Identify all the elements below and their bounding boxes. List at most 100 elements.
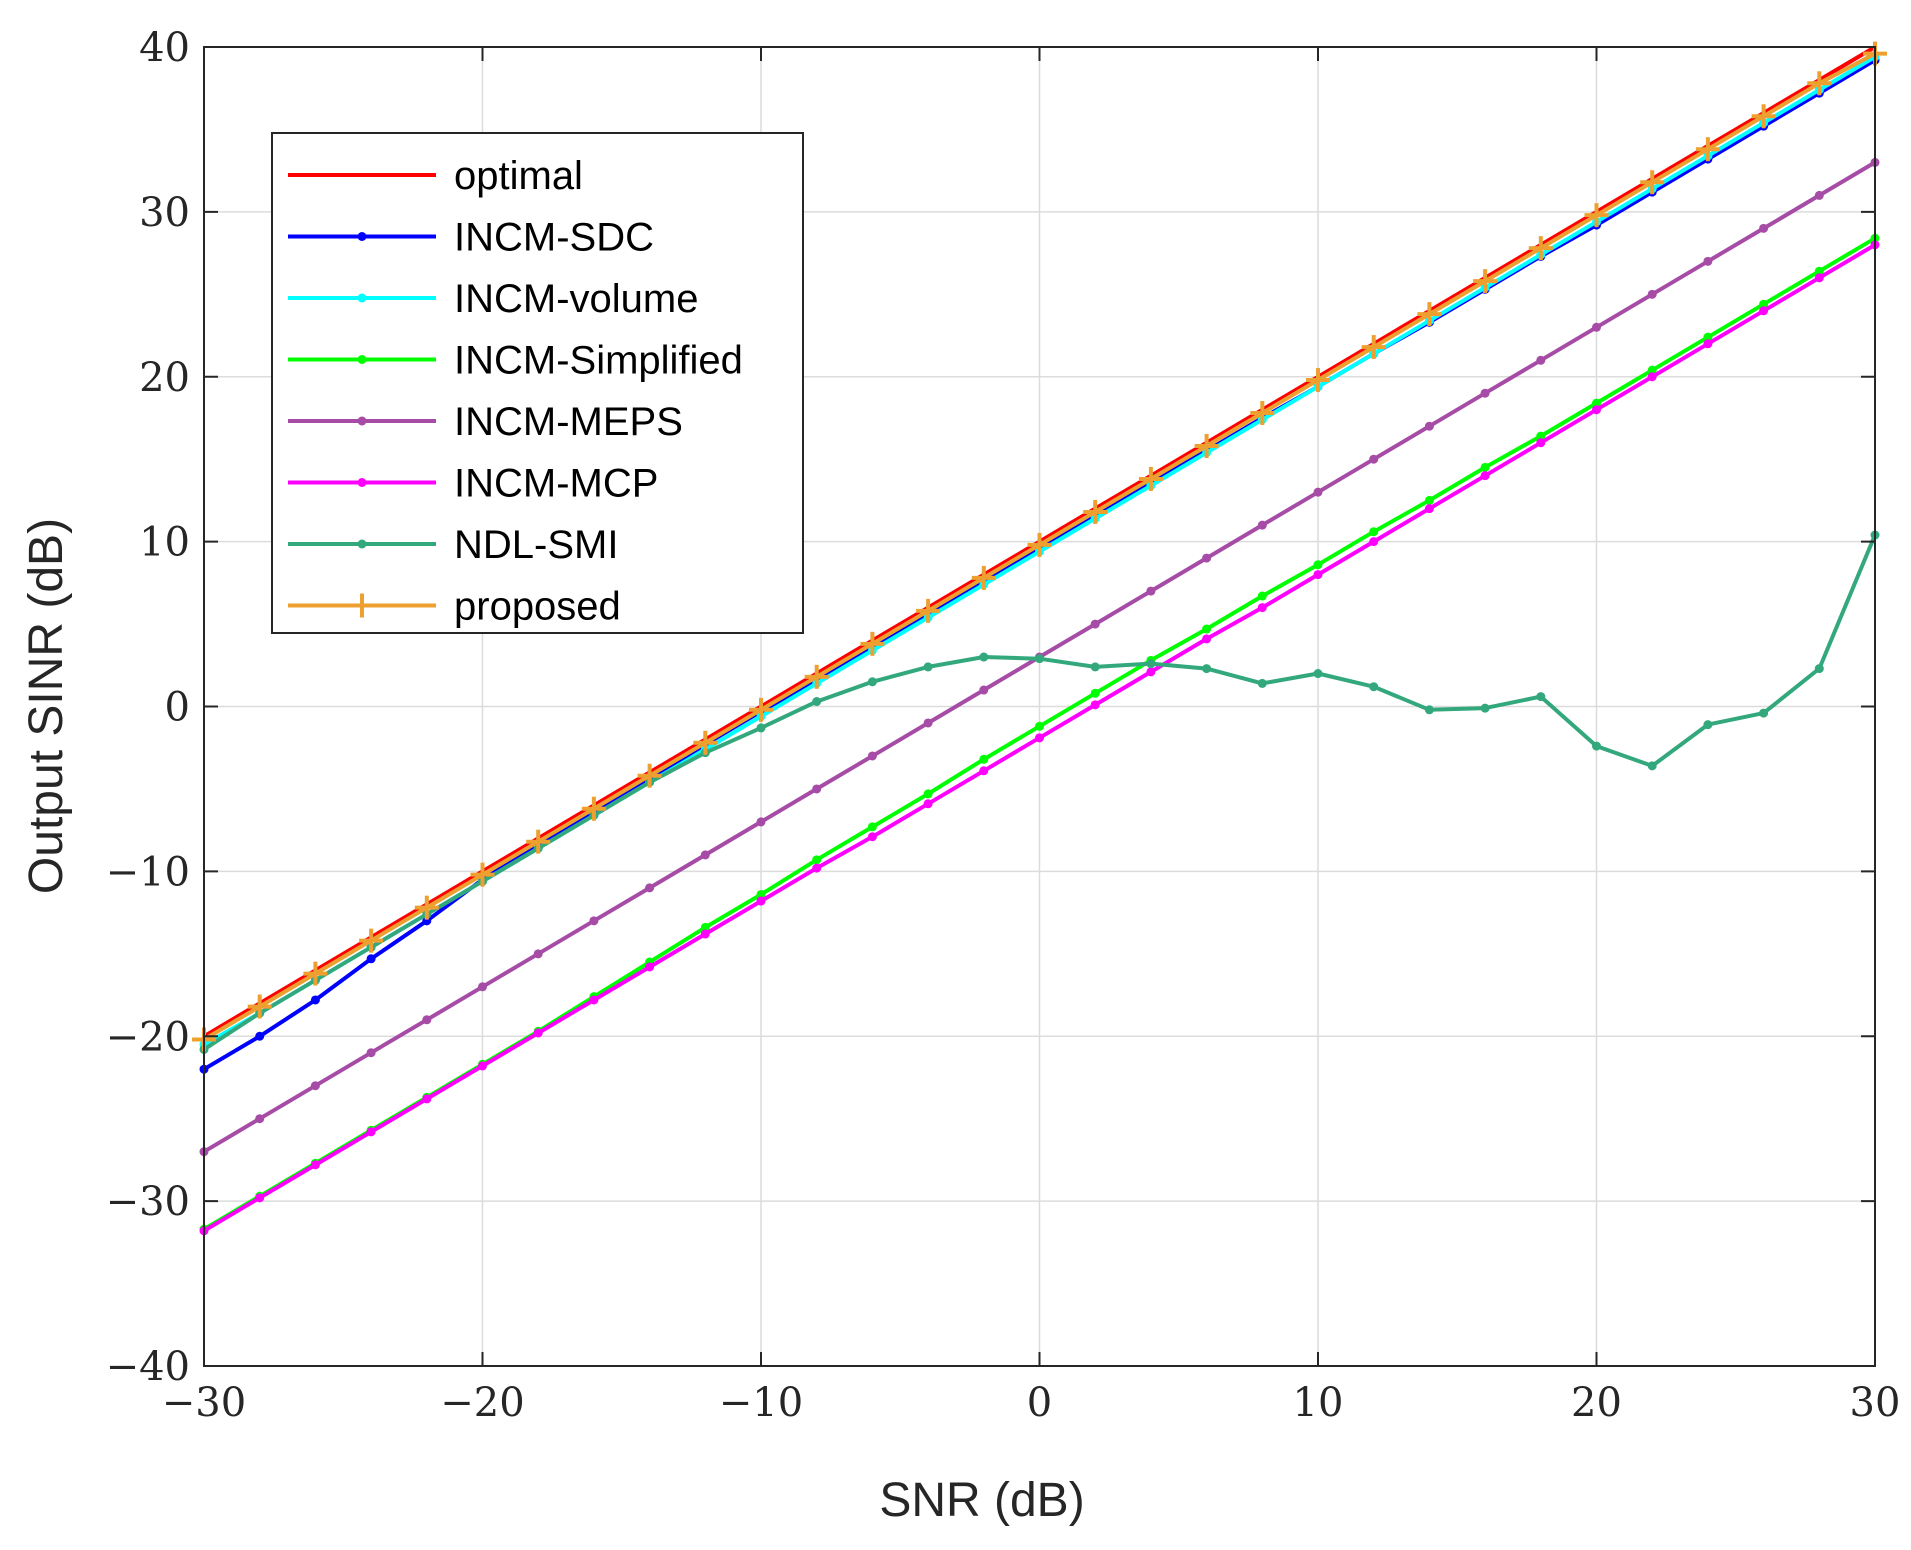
data-point [1703,256,1713,266]
y-tick-label: −30 [106,1179,190,1225]
data-point [1807,71,1832,96]
data-point [1814,664,1824,674]
data-point [1090,619,1100,629]
legend-item-incm-simplified: INCM-Simplified [288,339,743,383]
data-point [749,697,773,722]
data-point [1035,721,1044,731]
data-point [756,889,766,899]
data-point [526,829,551,854]
data-point [1647,365,1657,375]
data-point [1647,372,1657,382]
data-point [1361,335,1386,360]
data-point [1751,104,1776,129]
legend-label: proposed [454,585,621,629]
data-point [637,763,662,788]
data-point [422,916,432,926]
data-point [1759,299,1769,309]
data-point [1536,431,1546,441]
data-point [1369,454,1379,464]
data-point [860,631,885,656]
data-point [1592,322,1601,332]
data-point [1369,527,1379,537]
x-tick-label: 10 [1293,1380,1344,1426]
data-point [812,784,822,794]
y-tick-label: 30 [139,190,190,236]
data-point [255,1193,265,1203]
legend-label: INCM-volume [454,277,698,321]
y-tick-label: 0 [165,685,190,731]
x-tick-label: −30 [162,1380,246,1426]
data-point [533,949,543,959]
y-tick-label: 20 [139,355,190,401]
legend-label: INCM-Simplified [454,339,743,383]
data-point [1592,741,1601,751]
data-point [247,994,272,1019]
data-point [1424,495,1434,505]
data-point [1703,720,1713,730]
data-point [581,796,606,821]
legend-label: INCM-MEPS [454,400,683,444]
data-point [533,1028,543,1038]
data-point [1759,223,1769,233]
data-point [1759,708,1769,718]
data-point [422,1094,432,1104]
data-point [1480,471,1490,481]
data-point [812,855,822,865]
data-point [1480,388,1490,398]
data-point [1703,332,1713,342]
data-point [1369,537,1379,547]
data-point [357,416,367,426]
series-layer [192,41,1887,1236]
data-point [916,598,941,623]
y-tick-label: −10 [106,849,190,895]
data-point [310,995,320,1005]
legend: optimal INCM-SDC INCM-volume INCM-Simplifie… [271,132,804,634]
data-point [366,1048,376,1058]
data-point [804,664,829,689]
data-point [700,929,710,939]
legend-box [271,132,804,634]
data-point [693,730,718,755]
data-point [979,754,989,764]
x-axis-label: SNR (dB) [879,1474,1084,1527]
data-point [756,817,766,827]
data-point [1473,269,1498,294]
data-point [1536,438,1546,448]
data-point [478,1061,487,1071]
data-point [700,850,710,860]
data-point [1194,433,1219,458]
data-point [923,718,933,728]
data-point [1313,669,1323,679]
data-point [255,1031,265,1041]
y-tick-label: 40 [139,25,190,71]
data-point [979,652,989,662]
legend-item-incm-volume: INCM-volume [288,277,698,321]
data-point [700,922,710,932]
data-point [357,539,367,549]
legend-item-incm-mcp: INCM-MCP [288,462,658,506]
x-tick-label: −10 [719,1380,803,1426]
data-point [414,895,439,920]
data-point [1313,487,1323,497]
data-point [1202,634,1212,644]
data-point [1035,654,1044,664]
data-point [867,832,877,842]
data-point [1417,302,1442,327]
data-point [1647,289,1657,299]
data-point [1035,733,1044,743]
data-point [1480,703,1490,713]
data-point [310,1081,320,1091]
legend-item-ndl-smi: NDL-SMI [288,523,618,567]
legend-label: INCM-MCP [454,462,658,506]
y-tick-label: −40 [106,1344,190,1390]
data-point [310,1160,320,1170]
data-point [1528,236,1553,261]
data-point [1424,705,1434,715]
y-axis-label: Output SINR (dB) [20,518,73,894]
data-point [1313,570,1323,580]
data-point [1369,682,1379,692]
data-point [1090,700,1100,710]
x-tick-label: 30 [1850,1380,1901,1426]
data-point [923,662,933,672]
data-point [979,766,989,776]
